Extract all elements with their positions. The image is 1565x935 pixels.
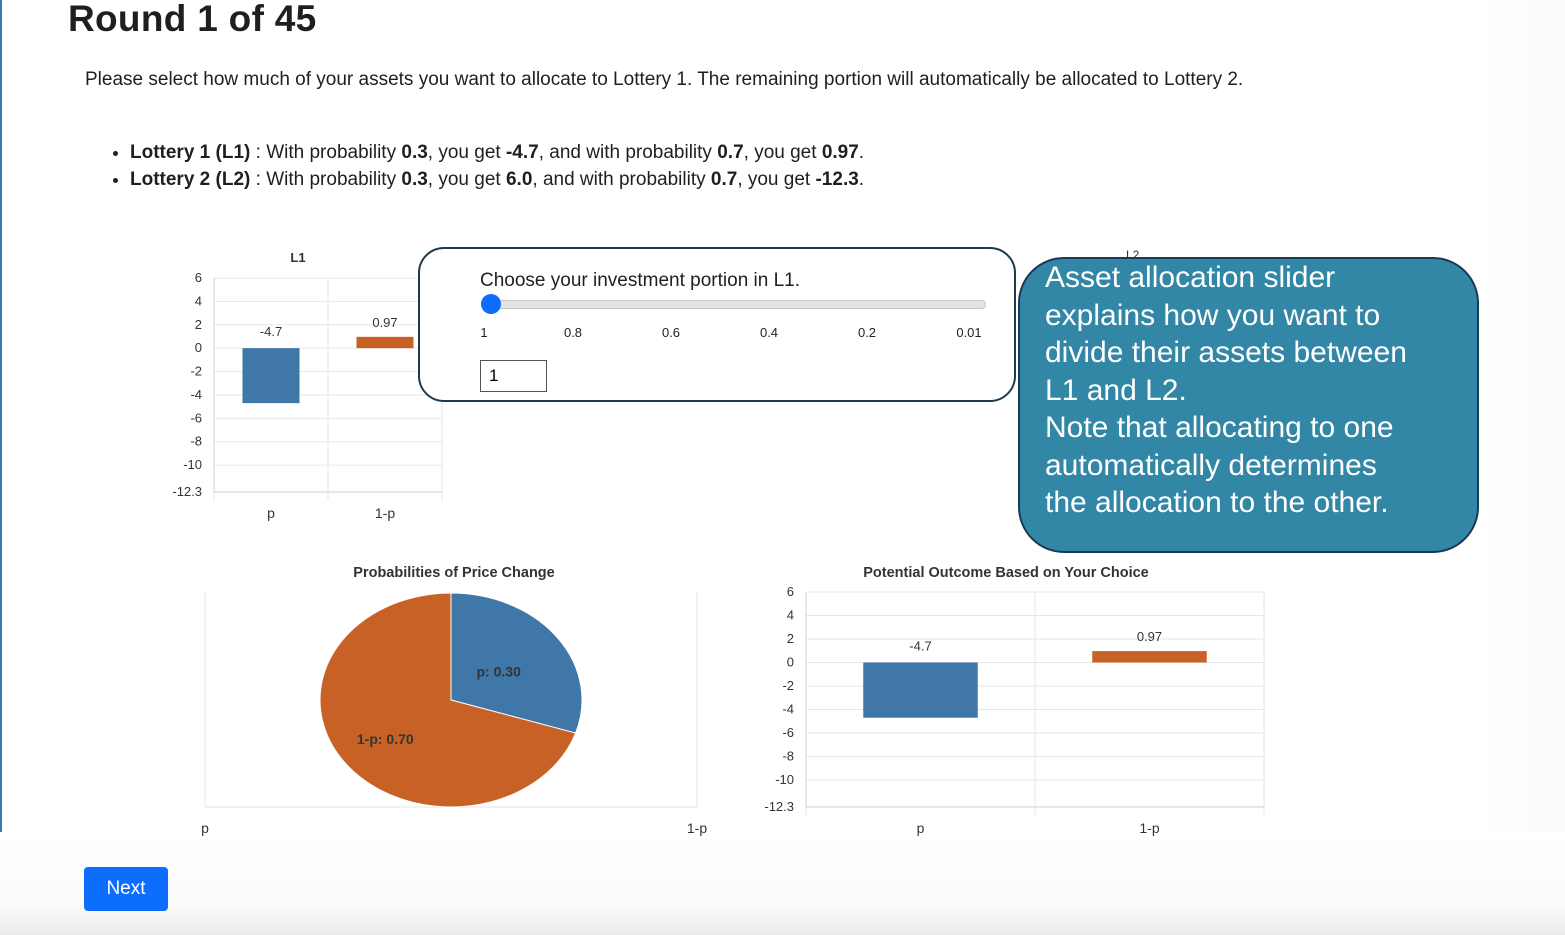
pie-slice-label: 1-p: 0.70 xyxy=(357,731,414,747)
slider-panel: Choose your investment portion in L1. 1 … xyxy=(418,247,1016,402)
slider-tick: 1 xyxy=(480,325,488,340)
text: . xyxy=(858,169,865,190)
y-tick-label: -12.3 xyxy=(172,484,202,499)
text: , and with probability xyxy=(532,169,711,190)
lottery-name: Lottery 2 (L2) xyxy=(130,169,251,190)
slider-thumb[interactable] xyxy=(481,294,501,314)
outcome-value: -4.7 xyxy=(505,142,539,163)
pie-slice-label: p: 0.30 xyxy=(477,664,522,680)
text: . xyxy=(858,142,865,163)
text: , and with probability xyxy=(538,142,718,163)
outcome-value: -12.3 xyxy=(815,169,859,190)
lottery-name: Lottery 1 (L1) xyxy=(130,142,251,163)
y-tick-label: 4 xyxy=(787,607,794,622)
separator: : xyxy=(250,142,267,163)
investment-portion-input[interactable] xyxy=(480,360,547,392)
pie-slice-p xyxy=(450,592,583,734)
separator: : xyxy=(250,169,267,190)
y-tick-label: 6 xyxy=(787,584,794,599)
slider-label: Choose your investment portion in L1. xyxy=(480,270,801,291)
probability-value: 0.7 xyxy=(710,169,738,190)
page-title: Round 1 of 45 xyxy=(68,0,317,39)
data-label: 0.97 xyxy=(1137,629,1162,644)
slider-tick: 0.8 xyxy=(563,325,583,340)
annotation-callout: Asset allocation slider explains how you… xyxy=(1018,257,1479,553)
text: , you get xyxy=(737,169,816,190)
bar-p xyxy=(242,348,300,404)
y-tick-label: -12.3 xyxy=(764,799,794,814)
y-tick-label: -6 xyxy=(190,410,202,425)
x-tick-label: p xyxy=(267,505,275,521)
bar-p xyxy=(863,662,978,718)
y-tick-label: -8 xyxy=(190,434,202,449)
y-tick-label: 6 xyxy=(195,270,202,285)
y-tick-label: 2 xyxy=(195,317,202,332)
slider-track[interactable] xyxy=(482,300,986,309)
text: , you get xyxy=(427,169,506,190)
y-tick-label: -4 xyxy=(190,387,202,402)
y-tick-label: -10 xyxy=(775,772,794,787)
probability-value: 0.7 xyxy=(717,142,744,163)
pie-slice-1-p xyxy=(319,592,577,808)
text: , you get xyxy=(427,142,506,163)
probability-pie-chart: Probabilities of Price Change p 1-p p: 0.30… xyxy=(201,565,707,836)
next-button[interactable]: Next xyxy=(84,867,168,911)
instructions-text: Please select how much of your assets yo… xyxy=(85,69,1244,90)
y-tick-label: 4 xyxy=(195,293,202,308)
x-tick-label: p xyxy=(201,820,209,836)
y-tick-label: -2 xyxy=(190,364,202,379)
slider-tick: 0.01 xyxy=(956,325,982,340)
slider-tick: 0.6 xyxy=(661,325,681,340)
bar-1-p xyxy=(1092,651,1207,663)
y-tick-label: 2 xyxy=(787,631,794,646)
callout-text: Asset allocation slider explains how you… xyxy=(1045,261,1407,519)
y-tick-label: -10 xyxy=(183,457,202,472)
chart-title: Potential Outcome Based on Your Choice xyxy=(863,565,1148,581)
outcome-value: 6.0 xyxy=(505,169,533,190)
right-margin xyxy=(1480,0,1565,832)
chart-title: L1 xyxy=(290,250,305,265)
left-border xyxy=(0,0,2,832)
lottery-item-2: Lottery 2 (L2) : With probability 0.3, y… xyxy=(130,166,864,193)
data-label: 0.97 xyxy=(372,315,397,330)
y-tick-label: -8 xyxy=(782,748,794,763)
text: With probability xyxy=(266,169,402,190)
probability-value: 0.3 xyxy=(401,169,428,190)
text: , you get xyxy=(743,142,822,163)
x-tick-label: 1-p xyxy=(375,505,395,521)
text: With probability xyxy=(266,142,402,163)
l1-bar-chart: L1 6 4 2 0 -2 -4 -6 -8 -10 -12.3 -4.7 p 0.97 1-p xyxy=(172,250,443,521)
x-tick-label: 1-p xyxy=(1139,820,1159,836)
x-tick-label: p xyxy=(917,820,925,836)
probability-value: 0.3 xyxy=(401,142,428,163)
lottery-list: Lottery 1 (L1) : With probability 0.3, y… xyxy=(110,139,864,193)
y-tick-label: -2 xyxy=(782,678,794,693)
slider-tick: 0.2 xyxy=(857,325,877,340)
footer-shade xyxy=(0,832,1565,935)
bar-1-p xyxy=(356,336,414,349)
slider-tick: 0.4 xyxy=(759,325,779,340)
chart-title: Probabilities of Price Change xyxy=(353,565,554,581)
y-tick-label: -6 xyxy=(782,725,794,740)
y-tick-label: 0 xyxy=(787,654,794,669)
x-tick-label: 1-p xyxy=(687,820,707,836)
data-label: -4.7 xyxy=(260,324,282,339)
y-tick-label: 0 xyxy=(195,340,202,355)
y-tick-label: -4 xyxy=(782,701,794,716)
outcome-bar-chart: Potential Outcome Based on Your Choice 6 4… xyxy=(764,565,1265,836)
outcome-value: 0.97 xyxy=(821,142,859,163)
data-label: -4.7 xyxy=(909,638,931,653)
lottery-item-1: Lottery 1 (L1) : With probability 0.3, y… xyxy=(130,139,864,166)
